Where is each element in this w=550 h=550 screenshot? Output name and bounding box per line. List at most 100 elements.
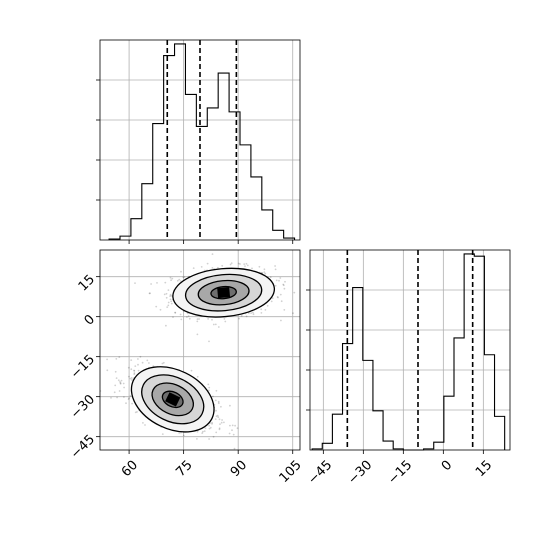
scatter-point (220, 405, 222, 408)
scatter-point (148, 292, 151, 295)
scatter-point (125, 402, 127, 405)
scatter-point (119, 382, 122, 384)
scatter-point (188, 317, 191, 320)
scatter-point (174, 311, 177, 314)
scatter-point (250, 312, 253, 314)
scatter-point (283, 287, 286, 290)
scatter-point (214, 418, 217, 420)
scatter-point (283, 309, 286, 311)
scatter-point (123, 386, 125, 389)
scatter-point (252, 313, 255, 316)
scatter-point (161, 362, 164, 365)
scatter-point (264, 309, 267, 311)
scatter-point (149, 292, 151, 295)
scatter-point (134, 282, 136, 284)
scatter-point (133, 373, 136, 376)
scatter-point (212, 435, 215, 438)
scatter-point (180, 270, 182, 273)
scatter-point (169, 295, 172, 297)
scatter-point (163, 293, 166, 296)
scatter-point (221, 264, 224, 267)
scatter-point (156, 282, 158, 284)
scatter-point (187, 315, 190, 317)
histogram-x-panel (96, 39, 301, 244)
scatter-point (196, 430, 199, 433)
scatter-point (234, 424, 237, 427)
scatter-point (233, 447, 236, 450)
scatter-point (278, 279, 280, 282)
scatter-point (208, 424, 211, 427)
scatter-point (293, 291, 296, 294)
scatter-point (167, 289, 170, 291)
scatter-point (292, 312, 294, 315)
scatter-point (134, 411, 137, 414)
density-peak (217, 287, 231, 299)
scatter-point (170, 279, 173, 282)
scatter-point (161, 433, 164, 435)
scatter-point (263, 271, 266, 273)
hist-x-histogram-step (108, 43, 296, 240)
scatter-point (118, 356, 121, 358)
scatter-point (218, 418, 221, 421)
scatter-point (119, 382, 122, 385)
scatter-point (146, 359, 149, 362)
scatter-point (122, 382, 125, 385)
scatter-point (133, 372, 136, 374)
joint-plot-area (100, 253, 296, 450)
scatter-point (123, 396, 125, 398)
scatter-point (137, 369, 140, 372)
scatter-point (190, 369, 193, 372)
scatter-point (127, 366, 130, 369)
scatter-point (284, 280, 286, 283)
scatter-point (186, 316, 188, 318)
scatter-point (215, 415, 218, 418)
scatter-point (196, 318, 199, 320)
scatter-point (172, 316, 174, 318)
scatter-point (176, 279, 179, 282)
scatter-point (165, 324, 167, 327)
scatter-point (211, 421, 214, 424)
scatter-point (215, 409, 217, 412)
scatter-point (246, 264, 249, 267)
scatter-point (280, 319, 282, 322)
scatter-point (137, 358, 139, 360)
scatter-point (228, 432, 231, 435)
scatter-point (202, 430, 204, 433)
scatter-point (220, 421, 223, 424)
scatter-point (277, 296, 279, 299)
scatter-point (216, 414, 219, 417)
scatter-point (120, 379, 123, 382)
scatter-point (129, 395, 132, 397)
scatter-point (218, 427, 221, 430)
scatter-point (223, 318, 226, 320)
scatter-point (211, 318, 213, 321)
scatter-point (217, 326, 220, 328)
scatter-point (183, 276, 186, 278)
scatter-point (204, 427, 207, 430)
scatter-point (137, 363, 139, 366)
scatter-point (229, 424, 231, 427)
scatter-point (244, 265, 246, 267)
scatter-point (215, 389, 218, 392)
scatter-point (127, 398, 130, 401)
scatter-point (162, 361, 165, 364)
scatter-point (260, 308, 263, 311)
scatter-point (169, 276, 172, 279)
scatter-point (270, 300, 273, 303)
density-peak (165, 392, 181, 407)
scatter-point (282, 284, 285, 287)
scatter-point (266, 304, 269, 307)
scatter-point (211, 423, 213, 425)
scatter-point (212, 323, 215, 326)
scatter-point (196, 375, 199, 378)
scatter-point (258, 265, 261, 268)
scatter-point (214, 323, 217, 326)
scatter-point (274, 265, 276, 267)
scatter-point (203, 430, 206, 432)
scatter-point (106, 369, 109, 372)
hist-y-frame (309, 249, 511, 451)
scatter-point (275, 279, 278, 282)
scatter-point (155, 305, 158, 308)
